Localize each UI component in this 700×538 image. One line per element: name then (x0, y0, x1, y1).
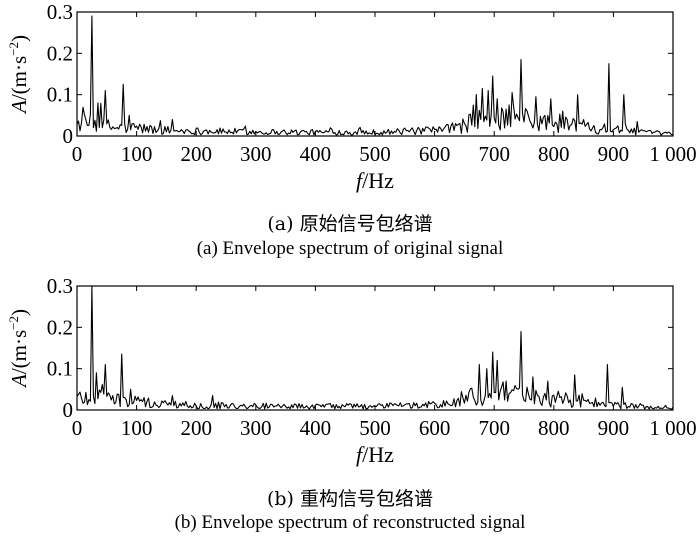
x-tick-label: 900 (598, 416, 630, 440)
x-tick-label: 300 (240, 416, 272, 440)
x-tick-label: 500 (359, 142, 391, 166)
caption-a-cn: (a) 原始信号包络谱 (267, 213, 433, 235)
x-tick-label: 700 (478, 416, 510, 440)
x-axis-label: f/Hz (356, 168, 394, 193)
plot-frame (76, 11, 674, 137)
x-tick-label: 200 (180, 142, 212, 166)
x-tick-label: 0 (72, 142, 83, 166)
x-tick-label: 200 (180, 416, 212, 440)
y-tick-label: 0.2 (47, 315, 73, 339)
chart-original-signal: 0 100 200 300 400 500 600 700 800 900 1 000 0 0.1 0.2… (6, 0, 697, 193)
x-tick-label: 900 (598, 142, 630, 166)
y-tick-label: 0.2 (47, 41, 73, 65)
x-tick-label: 700 (478, 142, 510, 166)
y-tick-label: 0.3 (47, 0, 73, 24)
y-tick-label: 0 (63, 398, 74, 422)
chart-reconstructed-signal: 0 100 200 300 400 500 600 700 800 900 1 000 0 0.1 0.2… (6, 274, 697, 467)
y-tick-label: 0 (63, 124, 74, 148)
x-axis-label: f/Hz (356, 442, 394, 467)
x-tick-label: 100 (121, 142, 153, 166)
y-tick-label: 0.3 (47, 274, 73, 298)
x-tick-label: 400 (300, 416, 332, 440)
x-tick-label: 500 (359, 416, 391, 440)
x-tick-label: 0 (72, 416, 83, 440)
spectrum-trace (76, 15, 674, 136)
y-tick-label: 0.1 (47, 83, 73, 107)
y-tick-label: 0.1 (47, 357, 73, 381)
x-tick-label: 600 (419, 416, 451, 440)
x-tick-label: 800 (538, 416, 570, 440)
spectrum-trace (76, 285, 674, 410)
y-axis-label: A/(m·s−2) (6, 309, 31, 389)
plot-frame (76, 285, 674, 411)
x-tick-label: 800 (538, 142, 570, 166)
x-tick-label: 300 (240, 142, 272, 166)
x-tick-label: 1 000 (649, 142, 696, 166)
caption-b-cn: (b) 重构信号包络谱 (266, 488, 434, 510)
y-axis-label: A/(m·s−2) (6, 35, 31, 115)
x-tick-label: 1 000 (649, 416, 696, 440)
caption-a-en: (a) Envelope spectrum of original signal (196, 238, 504, 259)
caption-b-en: (b) Envelope spectrum of reconstructed s… (174, 512, 526, 533)
x-tick-label: 400 (300, 142, 332, 166)
x-tick-label: 600 (419, 142, 451, 166)
x-tick-label: 100 (121, 416, 153, 440)
